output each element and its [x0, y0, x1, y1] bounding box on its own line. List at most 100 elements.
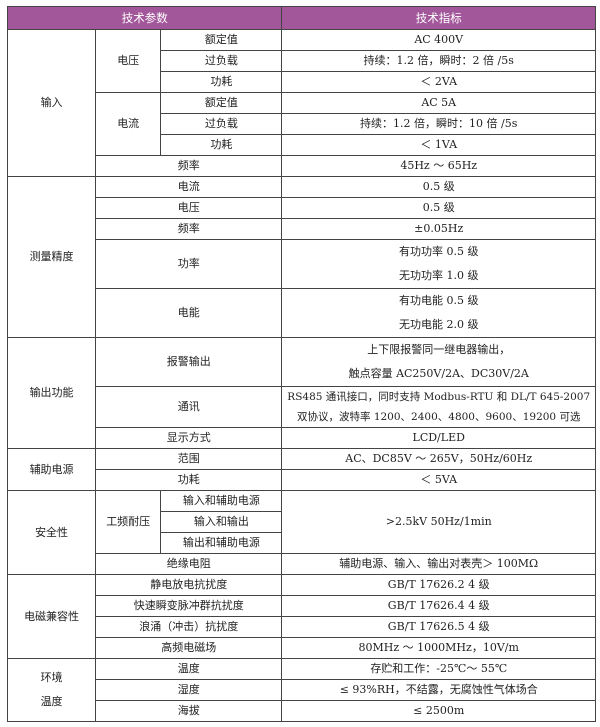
param-name: 快速瞬变脉冲群抗扰度: [95, 595, 283, 617]
param-name: 电流: [95, 176, 283, 198]
group-withstand: 工频耐压: [95, 490, 162, 554]
param-name: 温度: [95, 658, 283, 680]
spec-table: 技术参数 技术指标 输入 电压 额定值 AC 400V 过负载 持续：1.2 倍…: [6, 6, 596, 722]
param-value: 辅助电源、输入、输出对表壳＞ 100MΩ: [281, 553, 596, 575]
table-row: 输出功能 报警输出 上下限报警同一继电器输出， 触点容量 AC250V/2A、D…: [6, 337, 596, 449]
table-row: 浪涌（冲击）抗扰度 GB/T 17626.5 4 级: [8, 616, 596, 638]
table-row: 绝缘电阻 辅助电源、输入、输出对表壳＞ 100MΩ: [8, 553, 596, 575]
param-name: 功耗: [160, 71, 283, 93]
param-name: 电能: [95, 288, 283, 338]
param-value: ≤ 93%RH，不结露，无腐蚀性气体场合: [281, 679, 596, 701]
param-name: 范围: [95, 448, 283, 470]
table-row: 快速瞬变脉冲群抗扰度 GB/T 17626.4 4 级: [8, 595, 596, 617]
section-emc: 电磁兼容性: [6, 574, 97, 659]
param-name: 高频电磁场: [95, 637, 283, 659]
value-line: 无功功率 1.0 级: [398, 269, 479, 282]
section-env: 环境 温度: [6, 658, 97, 722]
param-name: 显示方式: [95, 427, 283, 449]
value-line: RS485 通讯接口，同时支持 Modbus-RTU 和 DL/T 645-20…: [287, 391, 591, 403]
table-row: 电能 有功电能 0.5 级 无功电能 2.0 级: [8, 288, 596, 338]
param-value: GB/T 17626.4 4 级: [281, 595, 596, 617]
param-value: AC、DC85V ～ 265V，50Hz/60Hz: [281, 448, 596, 470]
section-input: 输入: [6, 29, 97, 177]
param-value: LCD/LED: [281, 427, 596, 449]
param-value: GB/T 17626.5 4 级: [281, 616, 596, 638]
section-aux: 辅助电源: [6, 448, 97, 491]
param-value: 存贮和工作：-25℃～ 55℃: [281, 658, 596, 680]
table-row: 过负载 持续：1.2 倍，瞬时：10 倍 /5s: [8, 113, 596, 135]
param-value: 0.5 级: [281, 197, 596, 219]
param-value: ＜ 2VA: [281, 71, 596, 93]
param-value: ≤ 2500m: [281, 700, 596, 722]
value-line: 有功功率 0.5 级: [398, 245, 479, 258]
table-row: 电流 额定值 AC 5A: [8, 92, 596, 156]
value-line: 上下限报警同一继电器输出，: [367, 343, 511, 356]
param-name: 静电放电抗扰度: [95, 574, 283, 596]
table-row: 电磁兼容性 静电放电抗扰度 GB/T 17626.2 4 级: [6, 574, 596, 659]
param-value: RS485 通讯接口，同时支持 Modbus-RTU 和 DL/T 645-20…: [281, 386, 596, 428]
param-name: 过负载: [160, 113, 283, 135]
param-value: ＜ 5VA: [281, 469, 596, 491]
table-row: 输出和辅助电源: [8, 532, 596, 554]
param-name: 额定值: [160, 29, 283, 51]
section-env-line: 温度: [40, 695, 63, 708]
table-row: 功耗 ＜ 5VA: [8, 469, 596, 491]
table-row: 测量精度 电流 0.5 级: [6, 176, 596, 338]
param-name: 湿度: [95, 679, 283, 701]
param-name: 额定值: [160, 92, 283, 114]
param-value: ＜ 1VA: [281, 134, 596, 156]
table-row: 辅助电源 范围 AC、DC85V ～ 265V，50Hz/60Hz: [6, 448, 596, 491]
section-output: 输出功能: [6, 337, 97, 449]
table-row: 显示方式 LCD/LED: [8, 427, 596, 449]
header-param: 技术参数: [6, 6, 283, 30]
value-line: 无功电能 2.0 级: [398, 318, 479, 331]
param-value: AC 5A: [281, 92, 596, 114]
value-line: 双协议，波特率 1200、2400、4800、9600、19200 可选: [296, 411, 581, 423]
param-name: 通讯: [95, 386, 283, 428]
value-line: 有功电能 0.5 级: [398, 294, 479, 307]
section-accuracy: 测量精度: [6, 176, 97, 338]
param-name: 功率: [95, 239, 283, 289]
param-name: 海拔: [95, 700, 283, 722]
param-value: 有功电能 0.5 级 无功电能 2.0 级: [281, 288, 596, 338]
param-value: 45Hz ～ 65Hz: [281, 155, 596, 177]
param-name: 功耗: [160, 134, 283, 156]
section-env-line: 环境: [40, 671, 63, 684]
param-name: 输出和辅助电源: [160, 532, 283, 554]
table-row: 输入 电压 额定值 AC 400V: [6, 29, 596, 177]
param-name: 绝缘电阻: [95, 553, 283, 575]
table-row: 高频电磁场 80MHz ～ 1000MHz，10V/m: [8, 637, 596, 659]
table-row: 安全性 工频耐压 输入和辅助电源 >2.5kV 50Hz/1min: [6, 490, 596, 575]
section-safety: 安全性: [6, 490, 97, 575]
param-value: >2.5kV 50Hz/1min: [281, 490, 596, 554]
param-value: AC 400V: [281, 29, 596, 51]
param-value: 0.5 级: [281, 176, 596, 198]
param-value: GB/T 17626.2 4 级: [281, 574, 596, 596]
table-row: 输入和输出: [8, 511, 596, 533]
group-current: 电流: [95, 92, 162, 156]
param-name: 过负载: [160, 50, 283, 72]
group-voltage: 电压: [95, 29, 162, 93]
table-row: 功率 有功功率 0.5 级 无功功率 1.0 级: [8, 239, 596, 289]
table-row: 频率 ±0.05Hz: [8, 218, 596, 240]
param-value: 持续：1.2 倍，瞬时：10 倍 /5s: [281, 113, 596, 135]
header-spec: 技术指标: [281, 6, 596, 30]
header-row: 技术参数 技术指标: [6, 6, 596, 30]
table-row: 海拔 ≤ 2500m: [8, 700, 596, 722]
param-value: 80MHz ～ 1000MHz，10V/m: [281, 637, 596, 659]
param-name: 频率: [95, 155, 283, 177]
table-row: 环境 温度 温度 存贮和工作：-25℃～ 55℃: [6, 658, 596, 722]
param-value: 上下限报警同一继电器输出， 触点容量 AC250V/2A、DC30V/2A: [281, 337, 596, 387]
table-row: 通讯 RS485 通讯接口，同时支持 Modbus-RTU 和 DL/T 645…: [8, 386, 596, 428]
table-row: 电压 0.5 级: [8, 197, 596, 219]
param-value: 有功功率 0.5 级 无功功率 1.0 级: [281, 239, 596, 289]
param-value: ±0.05Hz: [281, 218, 596, 240]
param-name: 输入和输出: [160, 511, 283, 533]
param-name: 报警输出: [95, 337, 283, 387]
table-row: 湿度 ≤ 93%RH，不结露，无腐蚀性气体场合: [8, 679, 596, 701]
param-name: 浪涌（冲击）抗扰度: [95, 616, 283, 638]
param-name: 功耗: [95, 469, 283, 491]
param-name: 频率: [95, 218, 283, 240]
table-row: 频率 45Hz ～ 65Hz: [8, 155, 596, 177]
param-name: 输入和辅助电源: [160, 490, 283, 512]
